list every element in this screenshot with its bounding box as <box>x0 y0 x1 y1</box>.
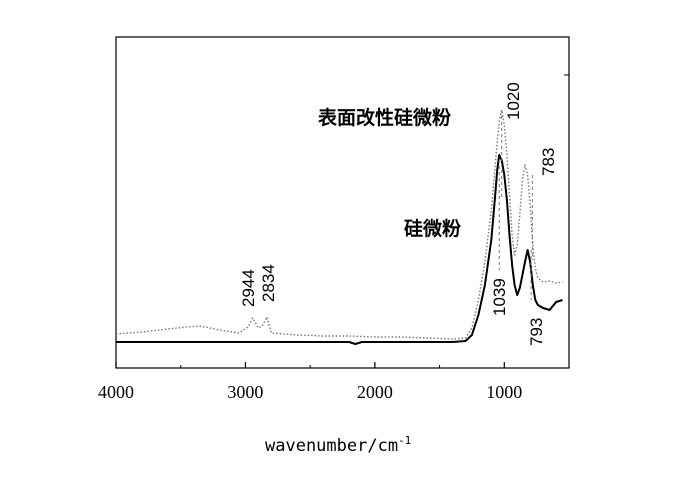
x-tick-label-2000: 2000 <box>357 382 393 402</box>
x-axis-ticks: 4000 3000 2000 1000 <box>98 74 569 402</box>
peak-labels-group: 2944 2834 1020 783 1039 793 <box>239 82 558 346</box>
series-group <box>115 109 563 345</box>
peak-label-783: 783 <box>539 148 558 176</box>
series-label-modified: 表面改性硅微粉 <box>318 106 451 129</box>
peak-label-2834: 2834 <box>259 264 278 302</box>
peak-label-1020: 1020 <box>504 82 523 120</box>
series-label-plain: 硅微粉 <box>404 217 461 240</box>
series-line-0 <box>115 109 563 340</box>
peak-label-2944: 2944 <box>239 269 258 307</box>
peak-label-1039: 1039 <box>490 278 509 316</box>
series-line-1 <box>116 154 563 345</box>
x-axis-title-superscript: -1 <box>398 434 411 447</box>
x-tick-label-3000: 3000 <box>227 382 263 402</box>
guide-lines-group <box>498 110 533 300</box>
plot-frame <box>115 36 570 369</box>
x-tick-label-1000: 1000 <box>486 382 522 402</box>
peak-label-793: 793 <box>527 318 546 346</box>
x-axis-title: wavenumber/cm-1 <box>265 434 411 456</box>
x-tick-label-4000: 4000 <box>98 382 134 402</box>
